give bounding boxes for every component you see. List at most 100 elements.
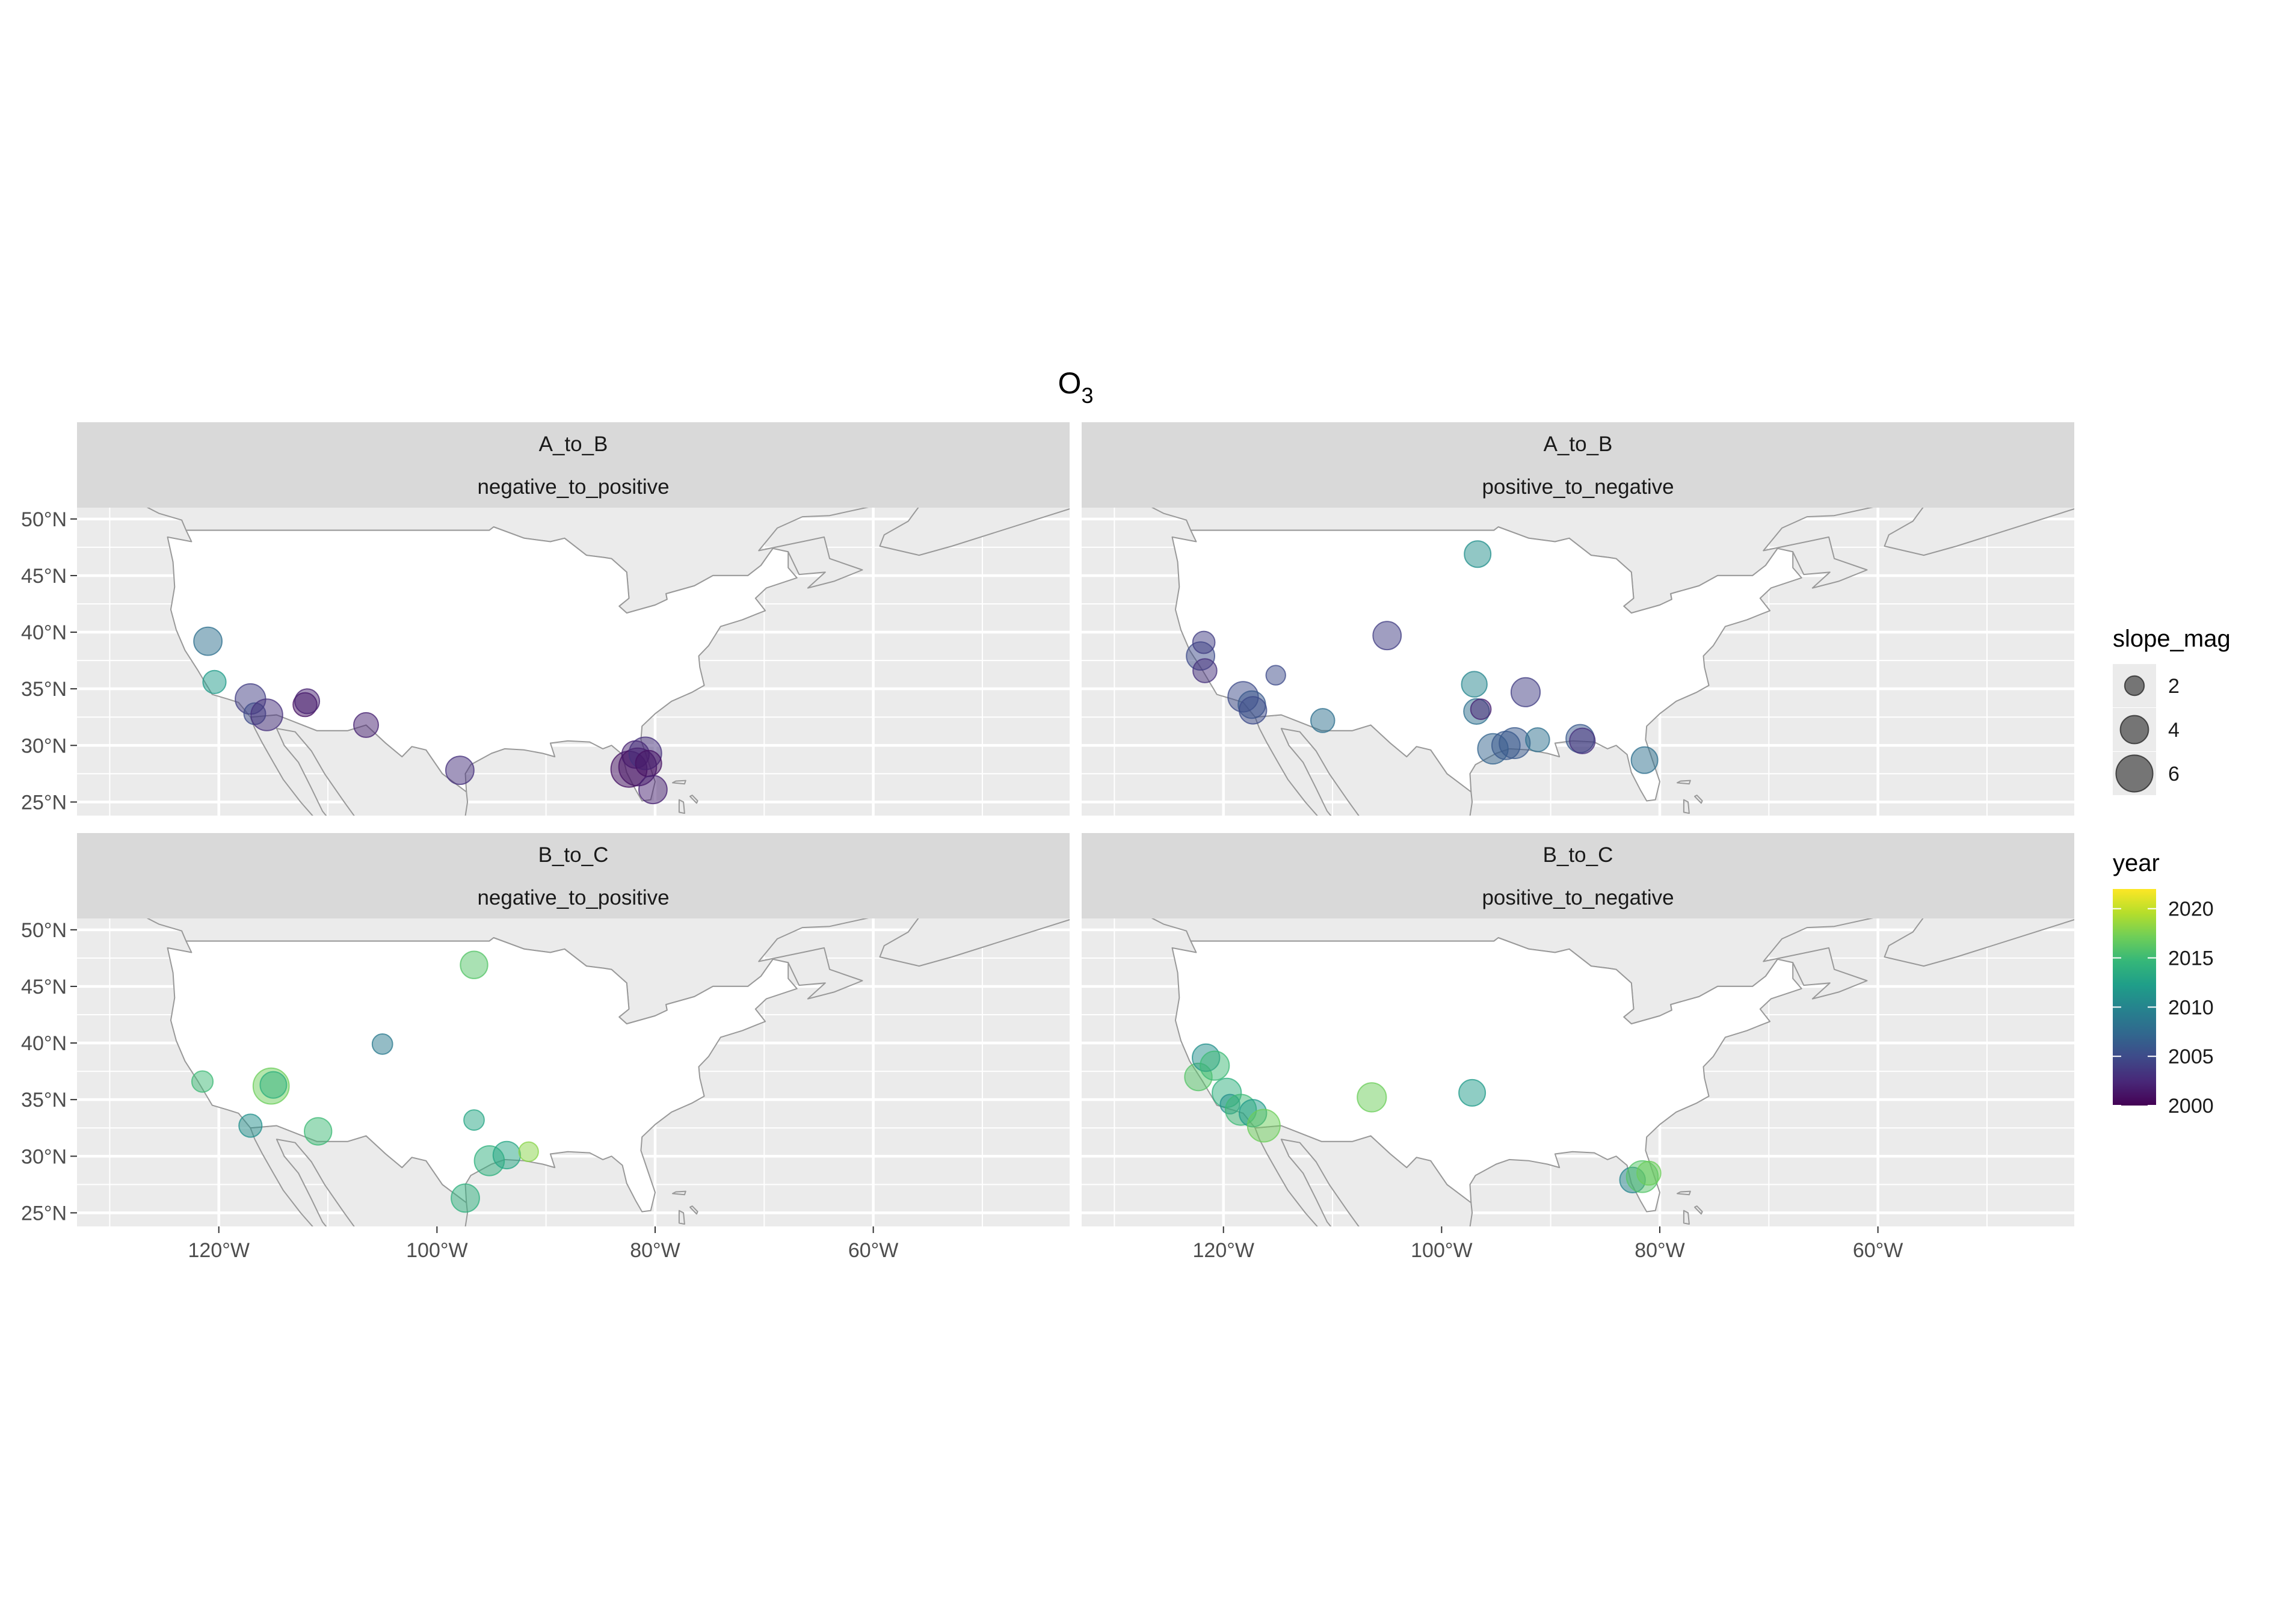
facet-strip-label-bottom: positive_to_negative — [1482, 886, 1674, 909]
station-point — [492, 1140, 522, 1170]
color-legend-bar — [2113, 889, 2156, 1106]
station-point — [1510, 677, 1541, 707]
station-point — [1200, 1050, 1230, 1081]
bahamas-island — [678, 1210, 685, 1225]
bahamas-island — [1694, 1205, 1703, 1215]
station-point — [445, 755, 475, 786]
color-legend-label: 2015 — [2168, 947, 2214, 970]
color-legend-title: year — [2113, 850, 2160, 876]
station-point — [518, 1141, 539, 1163]
station-point — [304, 1117, 333, 1146]
facet-strip-label-bottom: positive_to_negative — [1482, 475, 1674, 499]
y-tick-label: 45°N — [21, 565, 67, 588]
color-legend-label: 2010 — [2168, 996, 2214, 1019]
usa-landmass — [1171, 526, 1802, 802]
color-legend-label: 2000 — [2168, 1095, 2214, 1118]
station-point — [1499, 727, 1531, 760]
station-point — [638, 775, 668, 805]
station-point — [1630, 746, 1659, 774]
facet-panel: B_to_C negative_to_positive — [77, 833, 1070, 1226]
station-point — [1246, 1109, 1281, 1143]
map-panel — [77, 918, 1070, 1226]
color-legend-label: 2005 — [2168, 1045, 2214, 1068]
bahamas-island — [672, 1190, 686, 1196]
bahamas-island — [678, 799, 685, 814]
station-point — [451, 1183, 480, 1213]
bahamas-island — [1694, 795, 1703, 804]
facet-strip-label-top: A_to_B — [539, 432, 608, 456]
station-point — [1458, 1078, 1487, 1107]
station-point — [1461, 671, 1488, 698]
bahamas-island — [1683, 1210, 1690, 1225]
station-point — [635, 749, 662, 778]
color-legend-label: 2020 — [2168, 898, 2214, 921]
station-point — [1636, 1160, 1662, 1186]
bahamas-island — [672, 780, 686, 785]
facet-strip-label-bottom: negative_to_positive — [477, 886, 669, 909]
y-tick-label: 30°N — [21, 734, 67, 757]
facet-strip — [77, 833, 1070, 918]
axes: 50°N 45°N 40°N 35°N 30°N 25°N 50°N 45°N 40°N 35°N… — [21, 508, 1903, 1262]
x-tick-label: 100°W — [406, 1239, 467, 1262]
y-tick-label: 40°N — [21, 621, 67, 644]
station-point — [294, 688, 321, 715]
x-tick-label: 60°W — [848, 1239, 899, 1262]
y-tick-label: 35°N — [21, 1089, 67, 1112]
facet-strip-label-top: B_to_C — [1543, 843, 1613, 867]
station-point — [250, 698, 283, 731]
x-tick-label: 120°W — [188, 1239, 250, 1262]
station-point — [1464, 540, 1492, 568]
facet-strip — [77, 422, 1070, 508]
station-point — [191, 1070, 214, 1093]
map-panel — [1082, 508, 2074, 816]
y-tick-label: 45°N — [21, 976, 67, 998]
station-point — [1525, 727, 1550, 752]
size-legend-label: 4 — [2168, 719, 2180, 742]
size-legend: slope_mag 2 4 6 — [2113, 626, 2231, 795]
station-point — [460, 950, 488, 979]
size-legend-key — [2124, 675, 2145, 697]
y-tick-label: 30°N — [21, 1145, 67, 1168]
x-tick-label: 60°W — [1853, 1239, 1903, 1262]
station-point — [463, 1109, 485, 1131]
facet-strip — [1082, 422, 2074, 508]
station-point — [1239, 696, 1268, 725]
x-tick-label: 80°W — [630, 1239, 680, 1262]
station-point — [1569, 727, 1596, 755]
color-legend: year 2020 2015 2010 2005 2000 — [2113, 850, 2214, 1118]
size-legend-title: slope_mag — [2113, 626, 2231, 652]
x-tick-label: 100°W — [1411, 1239, 1472, 1262]
y-tick-label: 50°N — [21, 508, 67, 531]
station-point — [1470, 698, 1492, 720]
station-point — [259, 1071, 288, 1099]
station-point — [1265, 665, 1286, 686]
station-point — [1192, 630, 1216, 654]
usa-landmass — [167, 937, 798, 1213]
facet-panel: A_to_B negative_to_positive — [77, 422, 1070, 816]
y-tick-label: 40°N — [21, 1032, 67, 1055]
station-point — [238, 1113, 263, 1138]
station-point — [1372, 621, 1402, 651]
y-tick-label: 35°N — [21, 678, 67, 701]
station-point — [1310, 708, 1336, 733]
bahamas-island — [1677, 1190, 1691, 1196]
y-tick-label: 25°N — [21, 1202, 67, 1225]
plot-title: O3 — [1058, 366, 1094, 408]
facet-strip-label-top: B_to_C — [538, 843, 609, 867]
size-legend-key — [2115, 754, 2154, 793]
x-tick-label: 80°W — [1635, 1239, 1685, 1262]
size-legend-label: 2 — [2168, 675, 2180, 698]
facet-panel: A_to_B positive_to_negative — [1082, 422, 2074, 816]
y-tick-label: 25°N — [21, 791, 67, 814]
station-point — [193, 626, 223, 656]
bahamas-island — [689, 1205, 698, 1215]
x-tick-label: 120°W — [1193, 1239, 1254, 1262]
bahamas-island — [1677, 780, 1691, 785]
map-panel — [77, 508, 1070, 816]
y-tick-label: 50°N — [21, 919, 67, 942]
station-point — [1192, 658, 1218, 683]
station-point — [202, 669, 227, 695]
station-point — [1357, 1082, 1387, 1113]
size-legend-label: 6 — [2168, 763, 2180, 786]
